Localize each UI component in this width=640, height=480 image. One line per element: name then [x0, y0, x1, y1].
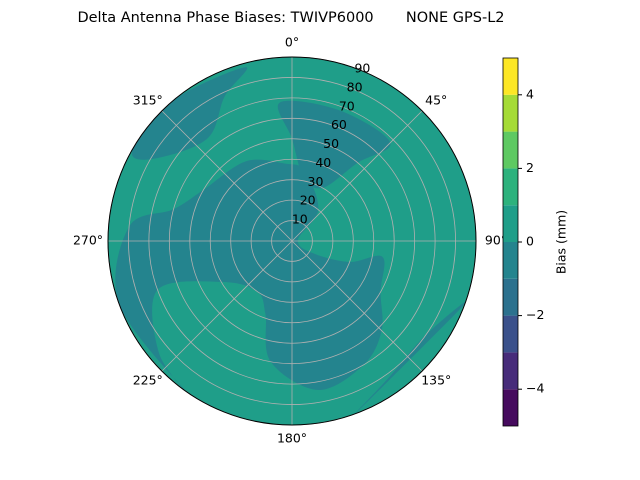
colorbar-tick-label: 2: [526, 160, 534, 175]
colorbar-label: Bias (mm): [554, 210, 569, 274]
r-tick-label: 10: [292, 212, 308, 227]
colorbar-band: [503, 389, 518, 426]
colorbar-tick-label: −2: [526, 307, 544, 322]
r-tick-label: 30: [308, 174, 324, 189]
contour-region: [277, 100, 391, 189]
colorbar-band: [503, 315, 518, 353]
theta-tick-label: 225°: [133, 373, 163, 388]
colorbar-band: [503, 94, 518, 132]
r-tick-label: 40: [315, 155, 331, 170]
colorbar-band: [503, 352, 518, 390]
theta-tick-label: 270°: [73, 233, 103, 248]
angular-grid-line: [291, 240, 423, 372]
colorbar-band: [503, 131, 518, 169]
theta-tick-label: 315°: [133, 92, 163, 107]
colorbar-band: [503, 242, 518, 279]
r-tick-label: 80: [347, 79, 363, 94]
theta-tick-label: 135°: [421, 373, 451, 388]
contour-region: [115, 159, 385, 394]
r-tick-label: 20: [300, 193, 316, 208]
angular-grid-line: [161, 110, 293, 242]
angular-grid-line: [161, 240, 293, 372]
colorbar-tick-label: 4: [526, 86, 534, 101]
theta-tick-label: 45°: [425, 92, 447, 107]
colorbar-band: [503, 278, 518, 316]
colorbar-tick-label: 0: [526, 234, 534, 249]
r-tick-label: 90: [354, 61, 370, 76]
colorbar-band: [503, 58, 518, 95]
r-tick-label: 50: [323, 136, 339, 151]
r-tick-label: 70: [339, 98, 355, 113]
colorbar-tick-label: −4: [526, 381, 544, 396]
r-tick-label: 60: [331, 117, 347, 132]
colorbar-band: [503, 168, 518, 206]
colorbar-band: [503, 205, 518, 242]
chart-title: Delta Antenna Phase Biases: TWIVP6000 NO…: [77, 10, 504, 26]
angular-grid-line: [291, 110, 423, 242]
polar-frame: [107, 56, 477, 426]
theta-tick-label: 90°: [485, 233, 507, 248]
theta-tick-label: 0°: [285, 35, 299, 50]
theta-tick-label: 180°: [277, 431, 307, 446]
